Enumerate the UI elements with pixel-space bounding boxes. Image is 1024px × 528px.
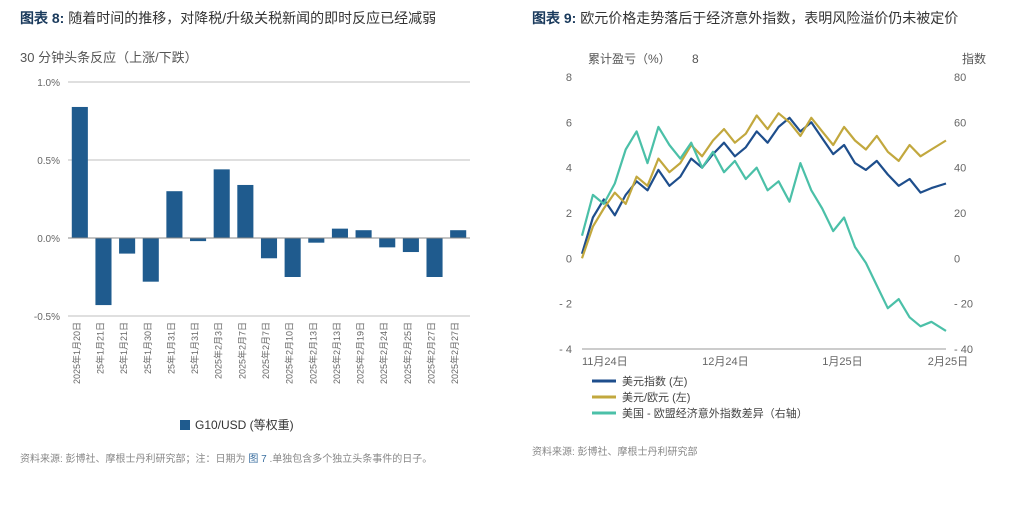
svg-text:- 4: - 4 bbox=[559, 344, 572, 356]
svg-text:2025年1月20日: 2025年1月20日 bbox=[71, 322, 82, 384]
svg-text:40: 40 bbox=[954, 163, 966, 175]
svg-text:美国 - 欧盟经济意外指数差异（右轴）: 美国 - 欧盟经济意外指数差异（右轴） bbox=[622, 406, 808, 420]
svg-text:6: 6 bbox=[566, 117, 572, 129]
svg-text:- 2: - 2 bbox=[559, 299, 572, 311]
svg-text:2025年2月19日: 2025年2月19日 bbox=[355, 322, 366, 384]
svg-text:60: 60 bbox=[954, 117, 966, 129]
svg-text:- 20: - 20 bbox=[954, 299, 973, 311]
svg-text:4: 4 bbox=[566, 163, 572, 175]
svg-text:2025年2月27日: 2025年2月27日 bbox=[426, 322, 437, 384]
chart8-svg: -0.5% 0.0% 0.5% 1.0% 2025年1月20日 25年1月21日 25年1月… bbox=[20, 74, 480, 444]
chart9-svg: 累计盈亏（%）8指数- 4- 202468- 40- 2002040608011… bbox=[532, 47, 992, 437]
chart8-title: 图表 8: 随着时间的推移，对降税/升级关税新闻的即时反应已经减弱 bbox=[20, 8, 492, 29]
chart9-source: 资料来源: 彭博社、摩根士丹利研究部 bbox=[532, 443, 1004, 458]
svg-text:0.0%: 0.0% bbox=[37, 234, 60, 245]
chart9-title-text: 欧元价格走势落后于经济意外指数，表明风险溢价仍未被定价 bbox=[580, 10, 958, 26]
svg-text:2025年2月10日: 2025年2月10日 bbox=[284, 322, 295, 384]
svg-text:0: 0 bbox=[566, 253, 572, 265]
charts-container: 图表 8: 随着时间的推移，对降税/升级关税新闻的即时反应已经减弱 30 分钟头… bbox=[20, 8, 1004, 465]
svg-text:指数: 指数 bbox=[962, 51, 986, 66]
svg-text:2025年2月3日: 2025年2月3日 bbox=[213, 322, 224, 379]
chart8-title-label: 图表 8: bbox=[20, 10, 64, 26]
svg-text:2月25日: 2月25日 bbox=[928, 356, 968, 368]
chart9-title-label: 图表 9: bbox=[532, 10, 576, 26]
svg-text:美元指数 (左): 美元指数 (左) bbox=[622, 374, 687, 388]
svg-text:2025年2月24日: 2025年2月24日 bbox=[378, 322, 389, 384]
svg-text:25年1月30日: 25年1月30日 bbox=[142, 322, 153, 374]
svg-text:1月25日: 1月25日 bbox=[822, 356, 862, 368]
svg-text:2025年2月7日: 2025年2月7日 bbox=[260, 322, 271, 379]
svg-text:-0.5%: -0.5% bbox=[34, 312, 60, 323]
svg-text:25年1月31日: 25年1月31日 bbox=[189, 322, 200, 374]
chart8-subtitle: 30 分钟头条反应（上涨/下跌） bbox=[20, 47, 492, 66]
svg-text:25年1月21日: 25年1月21日 bbox=[118, 322, 129, 374]
svg-text:2: 2 bbox=[566, 208, 572, 220]
svg-text:2025年2月13日: 2025年2月13日 bbox=[307, 322, 318, 384]
svg-text:2025年2月7日: 2025年2月7日 bbox=[236, 322, 247, 379]
svg-text:2025年2月27日: 2025年2月27日 bbox=[449, 322, 460, 384]
left-panel: 图表 8: 随着时间的推移，对降税/升级关税新闻的即时反应已经减弱 30 分钟头… bbox=[20, 8, 492, 465]
svg-text:25年1月31日: 25年1月31日 bbox=[165, 322, 176, 374]
right-panel: 图表 9: 欧元价格走势落后于经济意外指数，表明风险溢价仍未被定价 累计盈亏（%… bbox=[532, 8, 1004, 465]
chart8-source-link: 图 7 bbox=[248, 454, 266, 465]
chart8-source: 资料来源: 彭博社、摩根士丹利研究部；注：日期为 图 7 .单独包含多个独立头条… bbox=[20, 450, 492, 465]
svg-text:20: 20 bbox=[954, 208, 966, 220]
svg-text:80: 80 bbox=[954, 72, 966, 84]
svg-text:12月24日: 12月24日 bbox=[702, 356, 748, 368]
svg-text:1.0%: 1.0% bbox=[37, 78, 60, 89]
svg-text:11月24日: 11月24日 bbox=[582, 356, 628, 368]
svg-text:2025年2月25日: 2025年2月25日 bbox=[402, 322, 413, 384]
chart9-title: 图表 9: 欧元价格走势落后于经济意外指数，表明风险溢价仍未被定价 bbox=[532, 8, 1004, 29]
svg-text:0.5%: 0.5% bbox=[37, 156, 60, 167]
svg-text:25年1月21日: 25年1月21日 bbox=[94, 322, 105, 374]
svg-text:0: 0 bbox=[954, 253, 960, 265]
svg-text:累计盈亏（%）: 累计盈亏（%） bbox=[588, 52, 671, 66]
svg-text:美元/欧元 (左): 美元/欧元 (左) bbox=[622, 391, 690, 404]
svg-text:G10/USD (等权重): G10/USD (等权重) bbox=[195, 418, 294, 432]
chart8-title-text: 随着时间的推移，对降税/升级关税新闻的即时反应已经减弱 bbox=[68, 10, 436, 26]
svg-text:8: 8 bbox=[566, 72, 572, 84]
svg-text:- 40: - 40 bbox=[954, 344, 973, 356]
svg-text:8: 8 bbox=[692, 52, 699, 66]
svg-text:2025年2月13日: 2025年2月13日 bbox=[331, 322, 342, 384]
